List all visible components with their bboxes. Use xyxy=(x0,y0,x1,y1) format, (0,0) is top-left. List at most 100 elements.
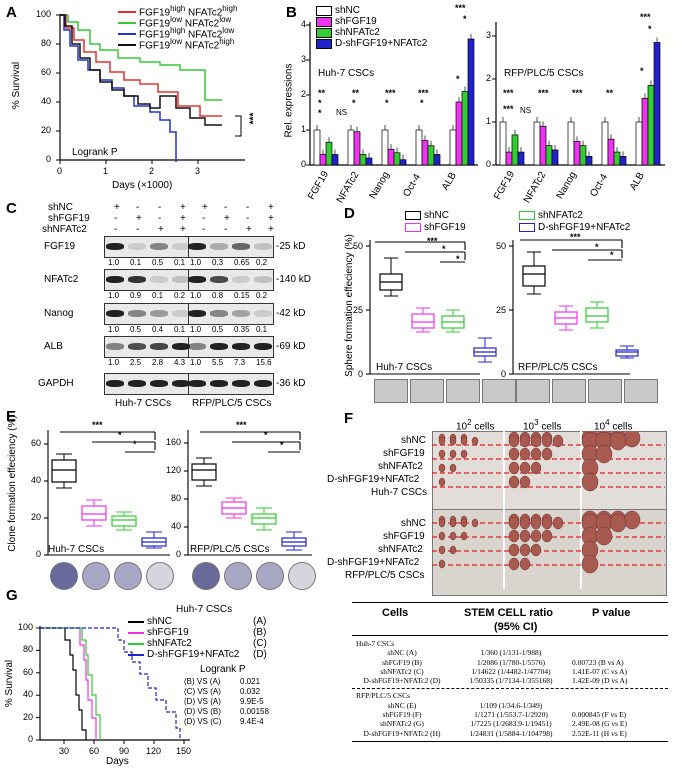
band-intensity: 0.35 xyxy=(234,325,250,334)
bar xyxy=(461,91,469,166)
bar xyxy=(467,38,475,166)
legend-text: shFGF19 xyxy=(335,16,377,27)
blot-band xyxy=(150,343,168,350)
sig-mark: * xyxy=(264,430,268,440)
legend-text: FGF19high NFATc2low xyxy=(139,26,235,41)
bar xyxy=(387,148,395,166)
treatment-sign: + xyxy=(224,213,230,224)
band-intensity: 0.65 xyxy=(234,258,250,267)
row-label-shnfatc2: shNFATc2 xyxy=(42,224,87,235)
tumor xyxy=(519,557,531,571)
table-row: shFGF19 (F) 1/1271 (1/553.7-1/2920) 0.0008… xyxy=(382,710,627,720)
legend-swatch xyxy=(118,43,136,46)
tumor xyxy=(519,529,531,543)
ytick: 2 xyxy=(301,89,307,99)
bar xyxy=(319,154,327,166)
bar xyxy=(573,141,581,166)
f-row-label: shNC xyxy=(401,518,427,529)
ytick: 40 xyxy=(23,689,34,699)
panel-b-left-title: Huh-7 CSCs xyxy=(318,68,375,79)
legend-item: shNFATc2 (C) xyxy=(128,638,278,649)
treatment-sign: - xyxy=(246,202,250,213)
tumor xyxy=(530,516,542,530)
band-intensity: 2.5 xyxy=(130,358,142,367)
curve-red xyxy=(60,14,222,117)
header-ci: (95% CI) xyxy=(494,621,538,633)
xtick: 120 xyxy=(146,746,162,756)
panel-a-ytick-20: 20 xyxy=(41,125,52,135)
blot-band xyxy=(232,243,250,250)
bar xyxy=(427,145,435,166)
tumor xyxy=(519,461,531,475)
blot-band xyxy=(106,276,124,283)
bar xyxy=(653,42,661,166)
blot-band xyxy=(210,380,228,387)
legend-item: D-shFGF19+NFATc2 xyxy=(519,222,630,233)
tumor xyxy=(508,447,520,461)
sphere-photo xyxy=(516,379,550,403)
tumor xyxy=(530,434,542,448)
ytick: 50 xyxy=(353,241,364,251)
blot-band xyxy=(254,343,272,350)
blot-band xyxy=(188,380,206,387)
legend-tag: (D) xyxy=(253,649,267,660)
blot-label: GAPDH xyxy=(38,378,74,389)
blot-band xyxy=(232,380,250,387)
sig-mark: ** xyxy=(606,88,614,98)
blot-band xyxy=(232,343,250,350)
bar xyxy=(551,149,559,166)
f-row-label: shNC xyxy=(401,435,427,446)
sig-mark: * xyxy=(456,254,460,264)
blot-band xyxy=(128,243,146,250)
sig-mark: *** xyxy=(418,88,429,98)
panel-a-ytick-100: 100 xyxy=(36,9,52,19)
sig-mark: *** xyxy=(538,88,549,98)
row-label-shnc: shNC xyxy=(48,202,74,213)
blot-band xyxy=(106,243,124,250)
colony-dish xyxy=(192,562,220,590)
sig-mark: *** xyxy=(385,88,396,98)
legend-swatch xyxy=(128,620,144,623)
blot-band xyxy=(106,310,124,317)
box-plot xyxy=(554,305,578,331)
sig-mark: * xyxy=(318,98,322,108)
blot-band xyxy=(254,380,272,387)
sig-mark: *** xyxy=(570,232,581,242)
bar xyxy=(505,151,513,166)
box-part xyxy=(191,463,217,481)
box-plot xyxy=(379,257,403,297)
bar xyxy=(499,121,507,166)
bar xyxy=(325,141,333,166)
legend-item: FGF19low NFATc2high xyxy=(118,37,258,52)
tumor xyxy=(519,475,531,489)
panel-a-ytick-0: 0 xyxy=(46,154,52,164)
blot-band xyxy=(172,243,190,250)
table-row: shNC (A) 1/360 (1/131-1/988) xyxy=(387,648,542,658)
band-intensity: 0.3 xyxy=(212,258,224,267)
tumor xyxy=(623,510,641,530)
f-row-label: D-shFGF19+NFATc2 xyxy=(327,474,420,485)
panel-d-left-title: Huh-7 CSCs xyxy=(376,362,433,373)
tumor xyxy=(508,434,520,448)
kd-label: -69 kD xyxy=(276,341,306,352)
ytick: 80 xyxy=(171,493,182,503)
tumor xyxy=(519,447,531,461)
tumor xyxy=(519,516,531,530)
treatment-sign: + xyxy=(268,224,274,235)
panel-b-legend: shNC shFGF19 shNFATc2 D-shFGF19+NFATc2 xyxy=(316,5,427,49)
blot-band xyxy=(128,276,146,283)
legend-text: shFGF19 xyxy=(424,222,466,233)
panel-d-legend: shNC shNFATc2 shFGF19 D-shFGF19+NFATc2 xyxy=(405,210,665,234)
bar xyxy=(545,145,553,166)
ytick: 1 xyxy=(486,116,492,126)
colony-dish xyxy=(82,562,110,590)
legend-swatch xyxy=(118,32,136,35)
curve-shnfatc2 xyxy=(40,627,101,740)
treatment-sign: - xyxy=(202,213,206,224)
bar xyxy=(517,151,525,166)
bar xyxy=(455,101,463,166)
table-header: Cells STEM CELL ratio (95% CI) P value xyxy=(352,602,668,636)
band-intensity: 1.0 xyxy=(108,358,120,367)
legend-swatch xyxy=(118,10,136,13)
kd-label: -36 kD xyxy=(276,378,306,389)
